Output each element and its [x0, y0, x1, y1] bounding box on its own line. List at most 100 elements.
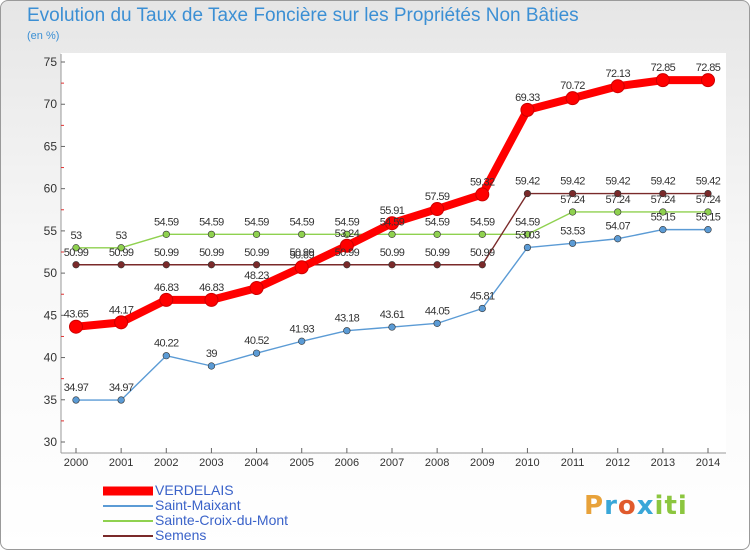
data-label: 41.93 — [289, 323, 314, 335]
data-label: 53.03 — [515, 230, 540, 242]
data-label: 48.23 — [244, 270, 269, 282]
legend: VERDELAIS Saint-Maixant Sainte-Croix-du-Mo… — [103, 483, 288, 543]
data-label: 55.15 — [651, 212, 676, 224]
data-point — [162, 352, 170, 360]
data-point — [704, 208, 712, 216]
data-label: 50.99 — [244, 247, 269, 259]
y-tick-label: 60 — [44, 182, 58, 196]
data-label: 54.07 — [605, 221, 630, 233]
x-tick-label: 2009 — [470, 457, 494, 469]
data-point — [568, 189, 577, 198]
data-label: 57.24 — [560, 194, 585, 206]
data-point — [72, 396, 80, 404]
data-point — [523, 243, 532, 252]
data-label: 59.42 — [696, 176, 721, 188]
data-label: 59.42 — [560, 176, 585, 188]
data-label: 50.69 — [289, 249, 314, 261]
x-tick-label: 2001 — [109, 457, 133, 469]
proxiti-logo: Proxiti — [584, 491, 688, 521]
data-label: 34.97 — [64, 382, 89, 394]
data-point — [294, 260, 309, 275]
data-point — [614, 208, 622, 216]
y-tick-label: 70 — [44, 97, 58, 111]
data-point — [478, 304, 486, 313]
legend-label: Saint-Maixant — [155, 497, 241, 513]
data-point — [388, 230, 396, 238]
plot-area — [61, 53, 726, 453]
data-label: 54.59 — [335, 216, 360, 228]
legend-item: Semens — [103, 528, 288, 543]
data-label: 53 — [116, 230, 128, 242]
data-label: 43.61 — [380, 309, 405, 321]
data-point — [207, 230, 216, 238]
data-point — [433, 230, 441, 238]
data-label: 43.18 — [335, 313, 360, 325]
x-tick-label: 2012 — [605, 457, 629, 469]
data-label: 72.85 — [651, 62, 676, 74]
data-point — [565, 91, 580, 106]
data-label: 57.59 — [425, 191, 450, 203]
data-label: 55.91 — [380, 205, 405, 217]
legend-swatch — [103, 504, 153, 507]
data-label: 50.99 — [109, 247, 134, 259]
data-label: 34.97 — [109, 382, 134, 394]
data-point — [430, 202, 445, 217]
x-tick-label: 2008 — [425, 457, 449, 469]
data-label: 57.24 — [605, 194, 630, 206]
legend-swatch — [103, 534, 153, 537]
data-point — [117, 396, 125, 404]
data-point — [433, 319, 441, 327]
data-label: 54.59 — [154, 216, 179, 228]
x-tick-label: 2013 — [651, 457, 675, 469]
x-tick-label: 2014 — [696, 457, 720, 469]
data-point — [388, 261, 396, 269]
data-point — [69, 319, 83, 334]
y-tick-label: 65 — [44, 139, 58, 153]
data-point — [568, 239, 577, 247]
data-label: 45.81 — [470, 290, 495, 302]
data-point — [610, 79, 625, 94]
data-label: 72.13 — [605, 68, 630, 80]
y-tick-label: 45 — [44, 308, 58, 322]
data-label: 57.24 — [696, 194, 721, 206]
data-label: 53.53 — [560, 225, 585, 237]
data-point — [252, 349, 261, 357]
data-point — [520, 102, 535, 117]
chart-title: Evolution du Taux de Taxe Foncière sur l… — [27, 5, 579, 26]
data-point — [659, 226, 667, 234]
logo-letter: P — [584, 491, 605, 521]
data-label: 72.85 — [696, 62, 721, 74]
y-tick-label: 30 — [44, 435, 58, 449]
y-tick-label: 40 — [44, 351, 58, 365]
data-point — [655, 73, 670, 88]
data-label: 50.99 — [289, 247, 314, 259]
data-label: 54.59 — [470, 216, 495, 228]
data-point — [207, 362, 216, 370]
data-point — [701, 73, 715, 88]
y-tick-label: 55 — [44, 224, 58, 238]
data-label: 53.24 — [335, 228, 360, 240]
legend-item: Saint-Maixant — [103, 498, 288, 513]
data-point — [159, 292, 174, 307]
x-tick-label: 2000 — [64, 457, 88, 469]
data-point — [343, 261, 351, 269]
logo-letter: x — [636, 491, 655, 521]
data-point — [162, 230, 170, 238]
legend-label: Sainte-Croix-du-Mont — [155, 512, 289, 528]
legend-label: VERDELAIS — [155, 482, 234, 498]
data-point — [72, 244, 80, 252]
legend-swatch — [103, 519, 153, 522]
x-tick-label: 2006 — [335, 457, 359, 469]
data-label: 50.99 — [64, 247, 89, 259]
data-point — [117, 244, 125, 252]
data-label: 53 — [70, 230, 82, 242]
legend-item: VERDELAIS — [103, 483, 288, 498]
logo-letter: i — [654, 491, 665, 521]
y-tick-label: 35 — [44, 393, 58, 407]
chart-subtitle: (en %) — [27, 30, 60, 42]
logo-letter: t — [664, 491, 678, 521]
data-label: 46.83 — [154, 282, 179, 294]
legend-label: Semens — [155, 527, 207, 543]
data-label: 54.59 — [289, 216, 314, 228]
